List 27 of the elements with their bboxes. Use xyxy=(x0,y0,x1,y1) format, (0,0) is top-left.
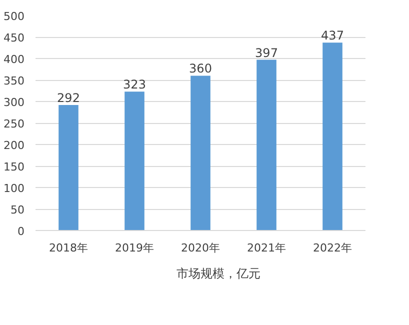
data-label: 397 xyxy=(255,46,278,60)
y-tick-label: 200 xyxy=(4,139,25,152)
y-tick-label: 250 xyxy=(4,118,25,130)
y-tick-label: 150 xyxy=(4,160,25,174)
x-tick-label: 2022年 xyxy=(313,242,352,254)
text: 市场规模，亿元 xyxy=(176,266,260,282)
data-label: 360 xyxy=(189,62,212,76)
x-tick-label: 2018年 xyxy=(49,242,88,254)
y-tick-label: 100 xyxy=(4,182,25,195)
y-tick-label: 450 xyxy=(4,32,25,44)
data-label: 437 xyxy=(321,28,344,43)
x-tick-label: 2019年 xyxy=(115,242,154,254)
y-tick-label: 350 xyxy=(4,74,25,88)
bar xyxy=(124,92,144,230)
bar xyxy=(256,60,276,230)
y-tick-label: 500 xyxy=(4,10,25,23)
y-tick-label: 0 xyxy=(18,225,24,238)
bar xyxy=(58,104,78,230)
bar xyxy=(190,76,210,230)
x-tick-label: 2020年 xyxy=(181,242,220,254)
data-label: 323 xyxy=(123,78,146,92)
y-tick-label: 400 xyxy=(4,53,25,66)
x-tick-label: 2021年 xyxy=(247,242,286,254)
y-tick-label: 50 xyxy=(10,204,25,216)
y-tick-label: 300 xyxy=(4,96,25,109)
bar xyxy=(322,42,342,230)
data-label: 292 xyxy=(57,90,80,105)
